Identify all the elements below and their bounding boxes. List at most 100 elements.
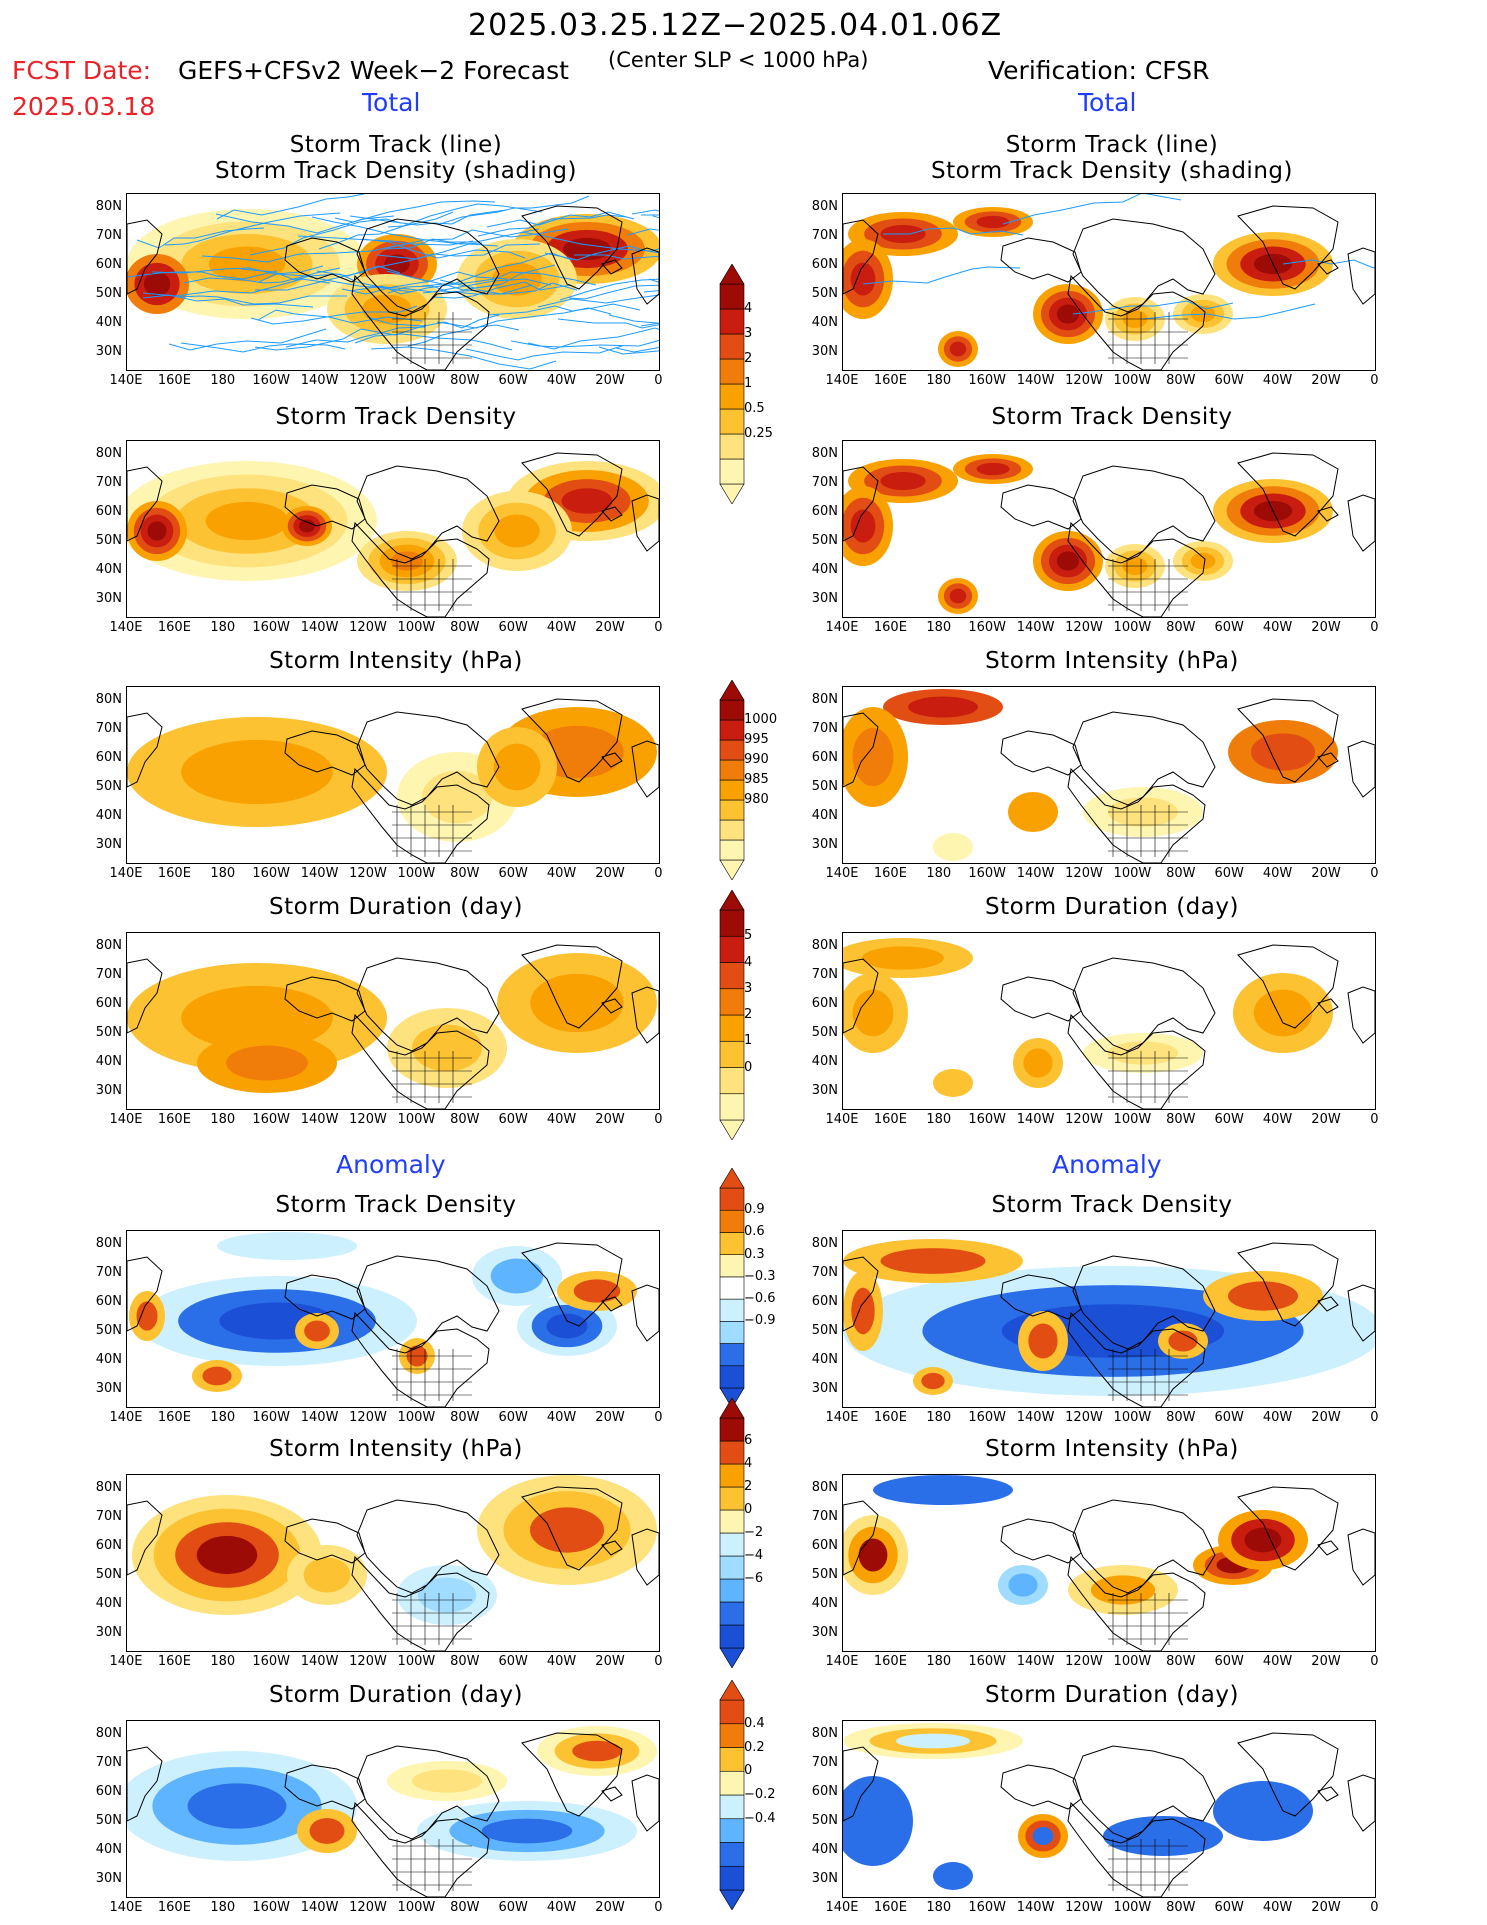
lat-label: 30N — [811, 591, 838, 606]
colorbar-tick-label: 0.6 — [744, 1224, 765, 1240]
lon-label: 160E — [157, 373, 191, 388]
lon-label: 60W — [498, 1112, 528, 1127]
lon-label: 20W — [1311, 1112, 1341, 1127]
lon-label: 40W — [546, 866, 577, 881]
lon-label: 40W — [1262, 1112, 1293, 1127]
lat-label: 50N — [95, 1567, 122, 1582]
title-density-anom-right: Storm Track Density — [991, 1192, 1233, 1218]
lat-label: 70N — [811, 228, 838, 243]
lat-label: 30N — [95, 344, 122, 359]
lat-label: 70N — [811, 1755, 838, 1770]
lat-label: 50N — [95, 286, 122, 301]
lat-label: 40N — [95, 1352, 122, 1367]
lat-label: 60N — [811, 1784, 838, 1799]
criterion-label: (Center SLP < 1000 hPa) — [608, 48, 869, 72]
lon-label: 40W — [546, 373, 577, 388]
lon-label: 100W — [1113, 1654, 1152, 1669]
colorbar-tick-label: 6 — [744, 1433, 753, 1448]
lon-label: 0 — [1370, 1654, 1379, 1669]
lat-label: 80N — [811, 938, 838, 953]
lon-label: 160E — [873, 1410, 907, 1425]
forecast-period: 2025.03.25.12Z−2025.04.01.06Z — [468, 8, 1003, 43]
lat-label: 40N — [811, 315, 838, 330]
lat-label: 60N — [811, 504, 838, 519]
verification-map-panel — [842, 193, 1376, 371]
map-canvas — [843, 194, 1375, 370]
colorbar-tick-label: −0.3 — [744, 1268, 776, 1284]
lon-label: 140E — [825, 1410, 859, 1425]
title-duration-left: Storm Duration (day) — [269, 894, 523, 920]
lon-label: 40W — [546, 1410, 577, 1425]
lon-label: 60W — [498, 866, 528, 881]
forecast-title: GEFS+CFSv2 Week−2 Forecast — [178, 56, 569, 85]
title-duration-anom-left: Storm Duration (day) — [269, 1682, 523, 1708]
lat-label: 40N — [811, 562, 838, 577]
lat-label: 60N — [811, 750, 838, 765]
colorbar-tick-label: 1 — [744, 1033, 753, 1049]
lat-label: 70N — [95, 1755, 122, 1770]
lat-label: 80N — [95, 1480, 122, 1495]
lon-label: 20W — [1311, 1410, 1341, 1425]
map-canvas — [127, 1726, 659, 1897]
lon-label: 140E — [109, 1112, 143, 1127]
forecast-map-panel — [126, 1230, 660, 1408]
lon-label: 120W — [1065, 1654, 1103, 1669]
colorbar-tick-label: −0.9 — [744, 1313, 776, 1329]
lon-label: 100W — [397, 373, 436, 388]
lon-label: 80W — [1166, 866, 1196, 881]
colorbar-tick-label: 0.4 — [744, 1715, 765, 1731]
title-track-line-left: Storm Track (line) — [289, 132, 503, 158]
verification-map-panel — [842, 440, 1376, 618]
lat-label: 60N — [95, 1538, 122, 1553]
lon-label: 80W — [1166, 1654, 1196, 1669]
lon-label: 20W — [595, 1654, 625, 1669]
lon-label: 80W — [1166, 620, 1196, 635]
colorbar-tick-label: 0.5 — [744, 401, 765, 416]
lon-label: 140W — [1016, 373, 1055, 388]
lon-label: 80W — [450, 1654, 480, 1669]
lon-label: 160E — [873, 620, 907, 635]
lon-label: 140W — [1016, 1410, 1055, 1425]
lon-label: 120W — [1065, 1112, 1103, 1127]
lon-label: 100W — [1113, 620, 1152, 635]
lon-label: 40W — [1262, 620, 1293, 635]
lon-label: 140E — [825, 866, 859, 881]
map-canvas — [127, 1232, 659, 1407]
colorbar-tick-label: 0.2 — [744, 1739, 765, 1755]
colorbar-tick-label: 0 — [744, 1502, 753, 1517]
lon-label: 100W — [1113, 1900, 1152, 1915]
lon-label: 160W — [252, 620, 291, 635]
title-intensity-right: Storm Intensity (hPa) — [985, 648, 1239, 674]
lon-label: 160E — [873, 1112, 907, 1127]
lon-label: 140W — [300, 1900, 339, 1915]
colorbar-tick-label: 0 — [744, 1763, 753, 1779]
lat-label: 60N — [95, 996, 122, 1011]
lon-label: 0 — [654, 373, 663, 388]
lon-label: 180 — [926, 1654, 952, 1669]
lon-label: 160E — [157, 1654, 191, 1669]
lon-label: 0 — [1370, 620, 1379, 635]
lon-label: 180 — [210, 620, 236, 635]
lat-label: 70N — [811, 721, 838, 736]
lat-label: 30N — [811, 837, 838, 852]
lon-label: 160W — [968, 373, 1007, 388]
lon-label: 60W — [1214, 1112, 1244, 1127]
colorbar-tick-label: −0.6 — [744, 1291, 776, 1307]
lon-label: 100W — [1113, 373, 1152, 388]
lon-label: 120W — [1065, 620, 1103, 635]
lon-label: 160E — [873, 373, 907, 388]
lat-label: 30N — [811, 1625, 838, 1640]
colorbar-tick-label: 0.25 — [744, 426, 773, 441]
lon-label: 180 — [210, 1410, 236, 1425]
lat-label: 30N — [95, 1083, 122, 1098]
map-canvas — [843, 1239, 1375, 1407]
lon-label: 180 — [926, 373, 952, 388]
colorbar-tick-label: 4 — [744, 301, 753, 316]
lon-label: 160E — [157, 1900, 191, 1915]
lat-label: 60N — [95, 1294, 122, 1309]
lon-label: 140E — [109, 620, 143, 635]
lat-label: 40N — [811, 808, 838, 823]
map-canvas — [843, 1723, 1375, 1897]
map-canvas — [127, 944, 659, 1109]
map-canvas — [843, 452, 1375, 617]
